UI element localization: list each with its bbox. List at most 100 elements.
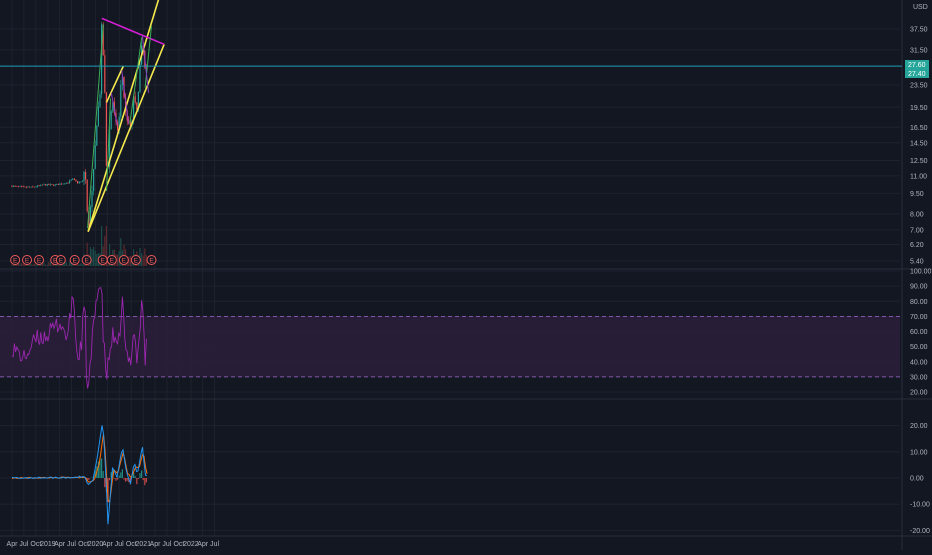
volume-bar [80,263,81,266]
macd-tick-label: 10.00 [910,449,928,456]
candle-body [66,183,67,184]
price-tick-label: 6.20 [910,242,924,249]
candle-body [34,187,35,188]
macd-histogram-bar [101,458,102,478]
volume-bar [95,251,96,266]
candle-body [18,186,19,187]
volume-bar [91,249,92,266]
price-tag-lower: 27.40 [908,71,926,78]
candle-body [47,184,48,185]
price-tick-label: 12.50 [910,158,928,165]
earnings-marker-label: E [149,257,154,264]
x-tick-label: Jul [67,541,76,548]
macd-histogram-bar [139,473,140,478]
price-tick-label: 11.00 [910,173,927,180]
macd-histogram-bar [143,478,144,480]
x-tick-label: Jul [210,541,219,548]
x-tick-label: Jul [115,541,124,548]
candle-body [91,191,92,207]
rsi-tick-label: 90.00 [910,284,928,291]
candle-body [83,172,84,181]
candle-body [80,182,81,183]
rsi-tick-label: 40.00 [910,359,928,366]
x-tick-label: Apr [150,541,162,548]
volume-bar [144,249,145,266]
candle-body [39,186,40,187]
macd-tick-label: -20.00 [910,528,930,535]
volume-bar [45,265,46,266]
macd-histogram-bar [120,472,121,478]
macd-histogram-bar [103,471,104,478]
macd-histogram-bar [119,476,120,478]
candle-body [50,184,51,185]
candle-body [31,187,32,188]
candle-body [67,183,68,184]
candle-body [16,186,17,187]
volume-bar [67,265,68,266]
earnings-marker-label: E [122,257,127,264]
candle-body [106,93,107,166]
macd-tick-label: -10.00 [910,502,930,509]
candle-body [120,85,121,117]
rsi-band [0,316,900,377]
earnings-marker-label: E [13,257,18,264]
volume-bar [82,264,83,266]
volume-bar [96,254,97,266]
rsi-tick-label: 60.00 [910,329,928,336]
earnings-marker-label: E [72,257,77,264]
volume-bar [79,264,80,266]
macd-histogram-bar [136,478,137,484]
macd-tick-label: 20.00 [910,423,928,430]
candle-body [29,187,30,188]
price-tick-label: 8.00 [910,211,924,218]
earnings-marker-label: E [25,257,30,264]
macd-histogram-bar [123,478,124,480]
x-tick-label: Jul [162,541,171,548]
macd-histogram-bar [141,470,142,478]
candle-body [15,186,16,187]
price-tick-label: 19.50 [910,105,928,112]
volume-bar [117,255,118,266]
volume-bar [11,264,12,266]
candle-body [64,184,65,185]
candle-body [37,186,38,187]
rsi-tick-label: 20.00 [910,390,928,397]
volume-bar [130,256,131,266]
candle-body [24,187,25,188]
macd-histogram-bar [115,478,116,481]
price-tick-label: 5.40 [910,259,924,266]
last-price-tags: 27.60 27.40 [905,60,929,78]
x-tick-label: Jul [19,541,28,548]
earnings-marker-label: E [134,257,139,264]
candle-body [21,186,22,187]
candle-body [85,172,86,180]
rsi-tick-label: 50.00 [910,344,928,351]
candle-body [101,25,102,95]
candle-body [95,146,96,169]
volume-bar [23,264,24,266]
macd-histogram-bar [127,478,128,481]
candle-body [104,55,105,92]
candle-body [42,185,43,186]
candle-body [48,184,49,185]
candle-body [35,187,36,188]
candle-body [135,96,136,102]
earnings-marker-label: E [37,257,42,264]
candle-body [23,187,24,188]
price-tag-upper: 27.60 [908,62,926,69]
candle-body [75,180,76,181]
volume-bar [93,247,94,266]
price-tick-label: 23.50 [910,82,928,89]
volume-bar [50,262,51,266]
price-tick-label: 16.50 [910,125,928,132]
candle-body [63,184,64,185]
volume-bar [141,253,142,266]
candle-body [74,179,75,180]
macd-histogram-bar [122,469,123,478]
candle-body [43,184,44,185]
candle-body [32,187,33,188]
candle-body [51,184,52,185]
macd-tick-label: 0.00 [910,476,924,483]
